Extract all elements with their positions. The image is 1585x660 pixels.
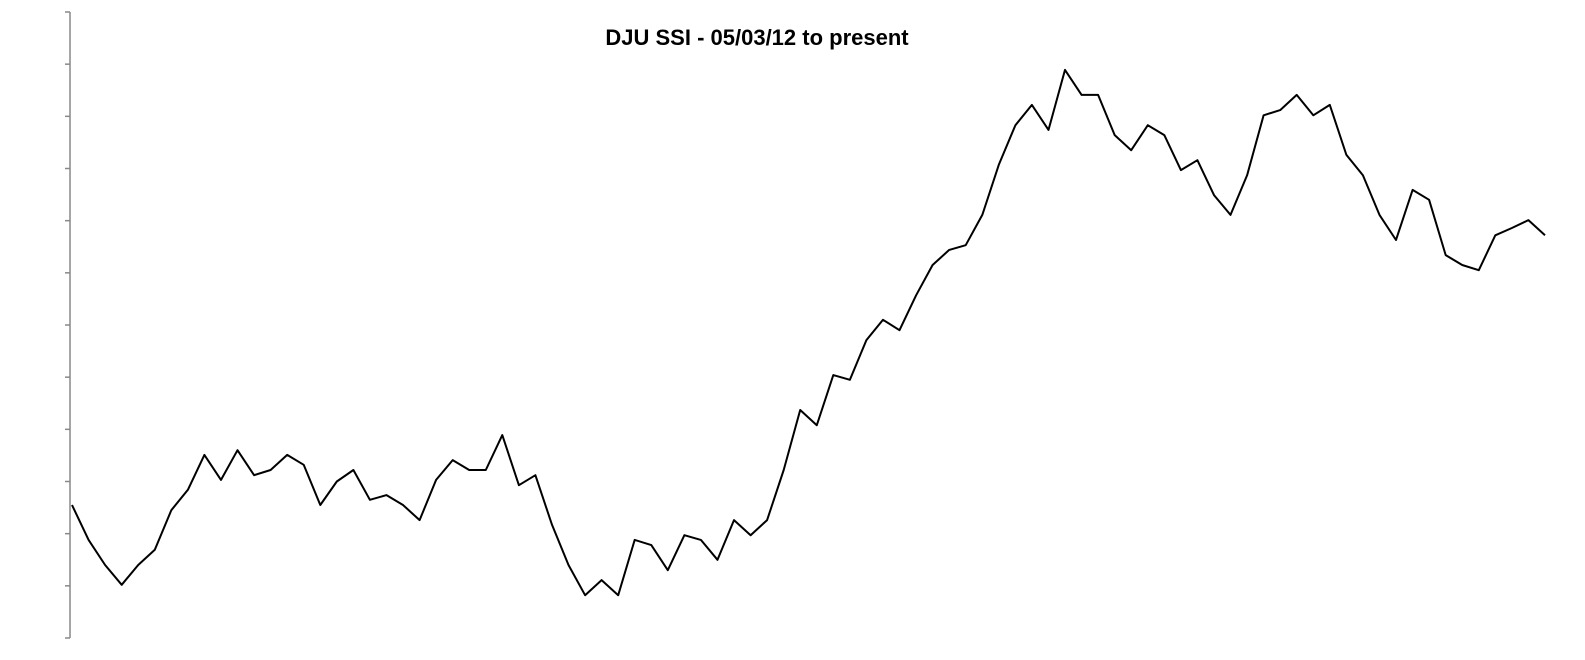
chart-title: DJU SSI - 05/03/12 to present [605, 25, 909, 50]
price-line [71, 68, 1546, 597]
